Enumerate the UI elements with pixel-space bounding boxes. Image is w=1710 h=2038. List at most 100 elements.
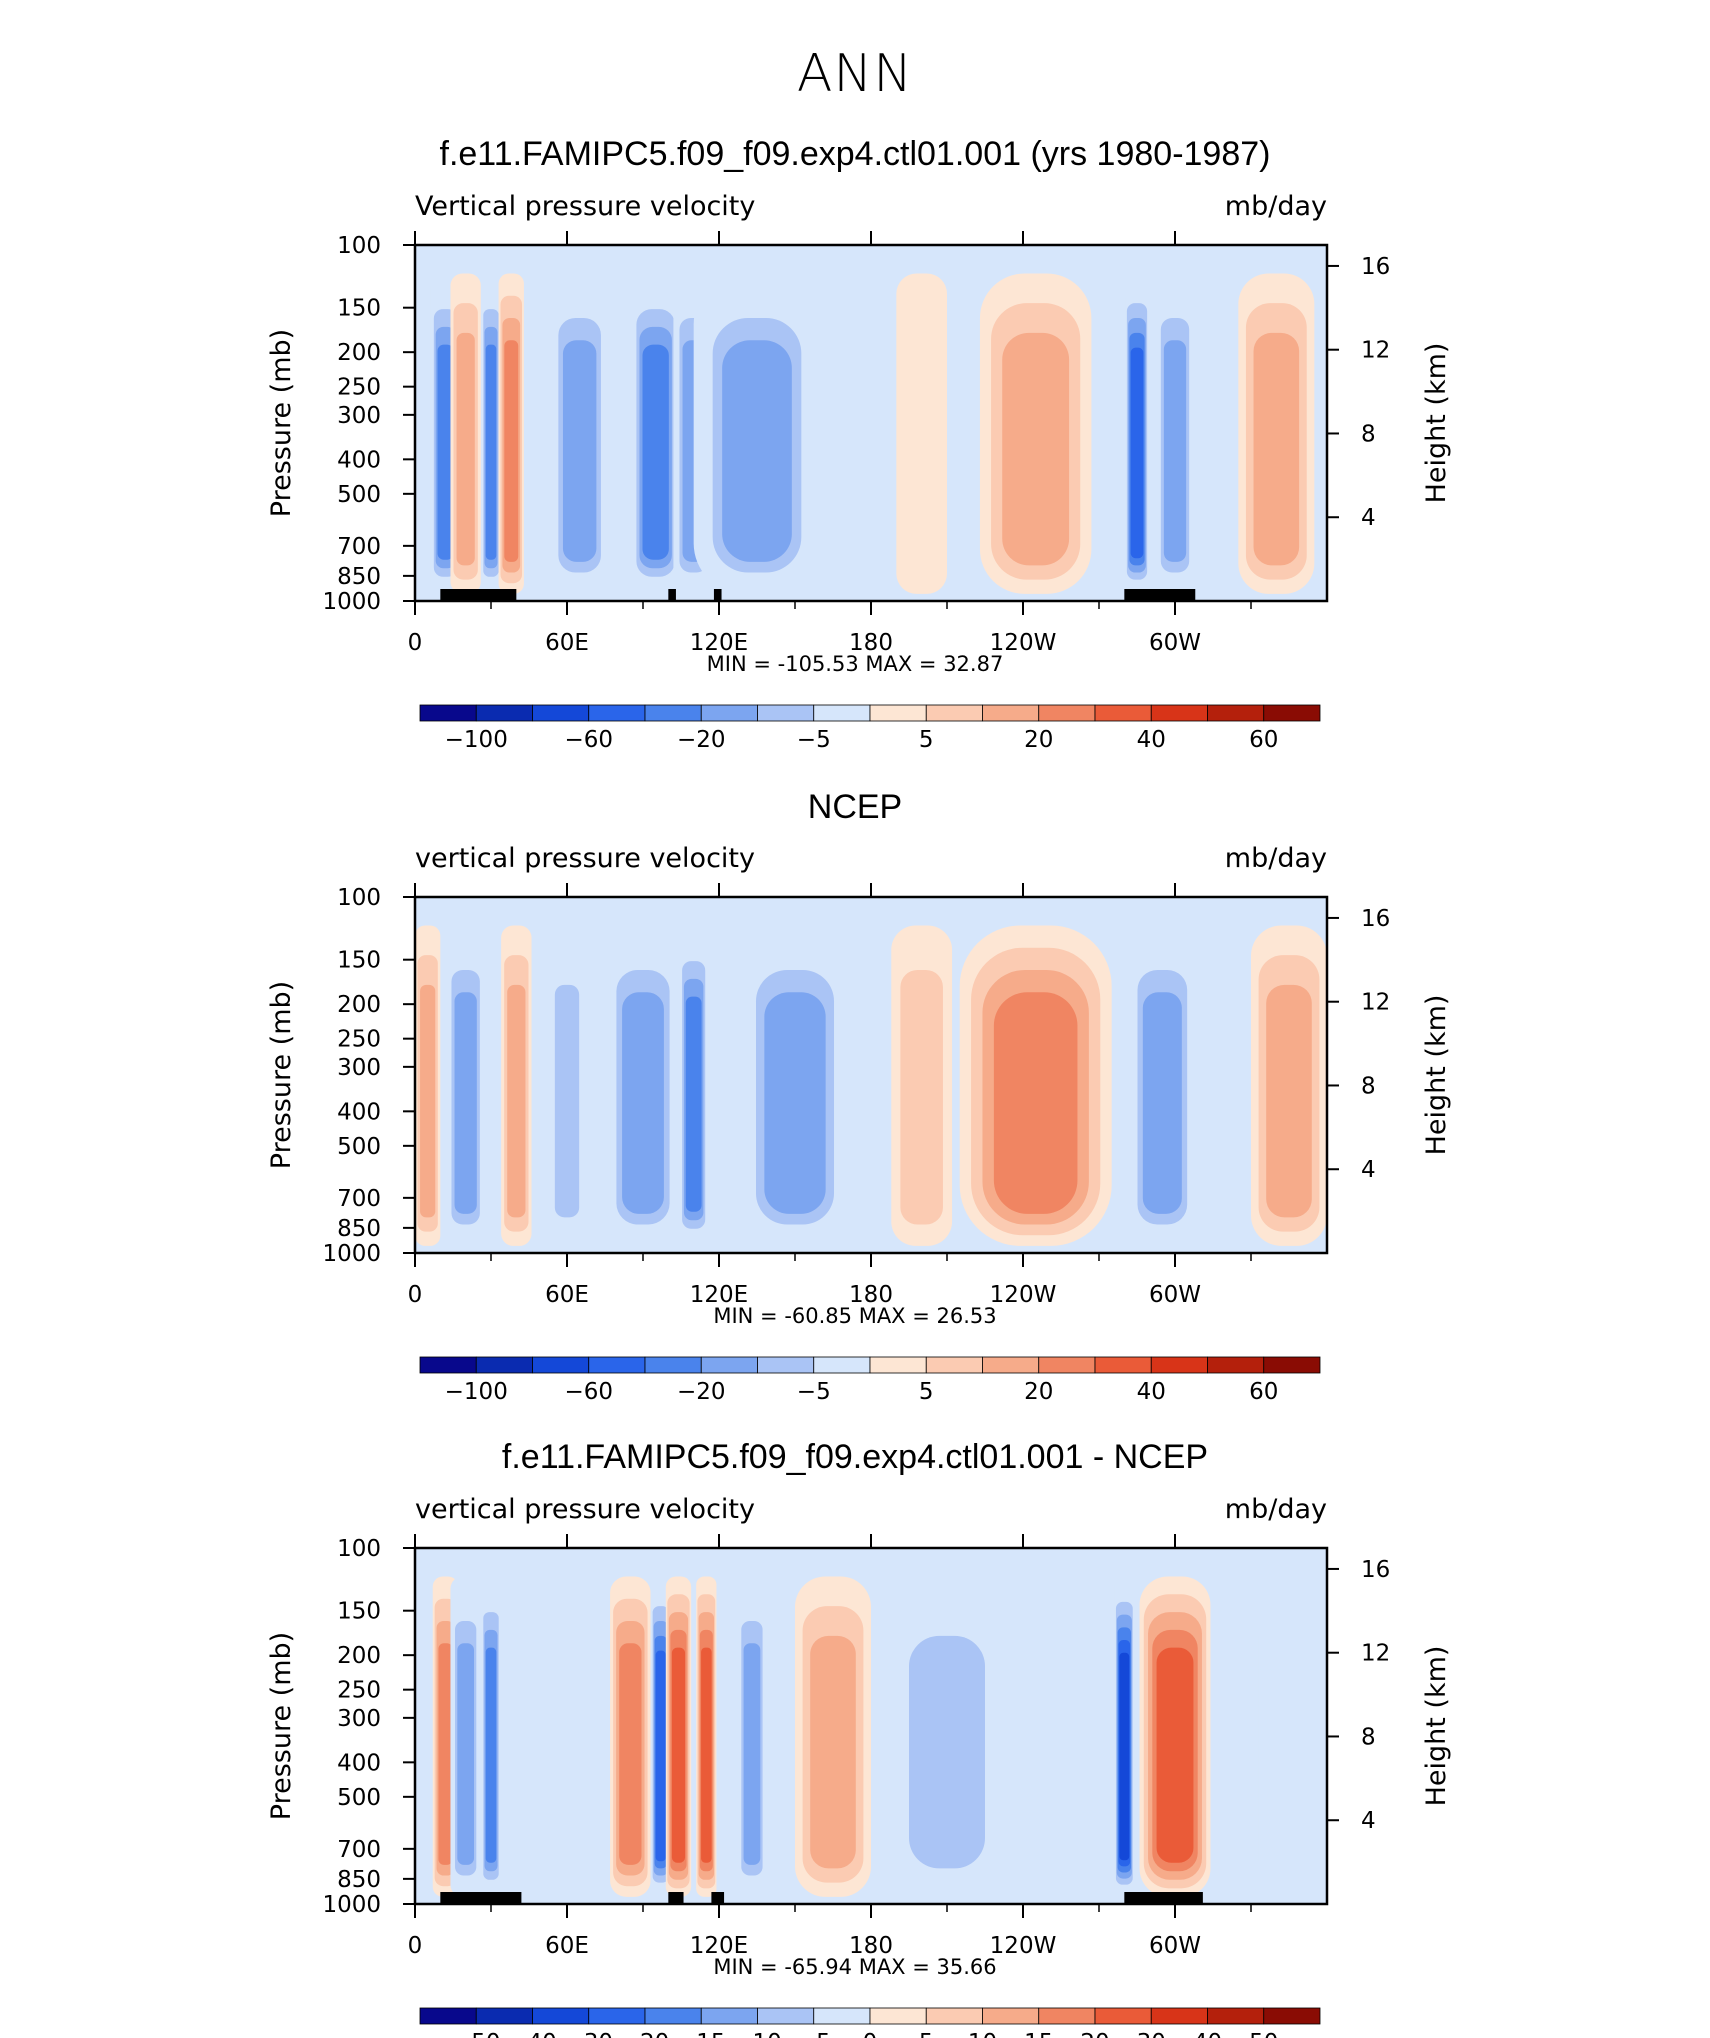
contour-band [993, 992, 1078, 1214]
contour-band [642, 344, 669, 560]
y-tick-label: 150 [337, 1599, 381, 1625]
y-tick-label: 400 [337, 1099, 381, 1125]
colorbar-swatch [1150, 704, 1208, 722]
contour-band [900, 969, 943, 1225]
panel-title: f.e11.FAMIPC5.f09_f09.exp4.ctl01.001 (yr… [440, 135, 1271, 173]
y-tick-label: 200 [337, 340, 381, 366]
contour-band [701, 1647, 712, 1863]
contour-band [1119, 1652, 1130, 1861]
contour-band [896, 273, 947, 594]
colorbar-swatch [1038, 1356, 1096, 1374]
colorbar-swatch [588, 1356, 646, 1374]
y-tick-label: 850 [337, 564, 381, 590]
colorbar-swatch [419, 1356, 477, 1374]
units-label: mb/day [1225, 843, 1327, 874]
colorbar-label: 20 [1024, 727, 1053, 753]
x-tick-label: 180 [849, 1933, 893, 1959]
colorbar-label: 5 [919, 1379, 934, 1405]
y2-tick-label: 16 [1361, 1557, 1390, 1583]
contour-band [1156, 1647, 1194, 1863]
contour-band [743, 1643, 761, 1865]
contour-band [454, 992, 477, 1214]
contour-band [1253, 332, 1300, 566]
colorbar-label: 10 [968, 2030, 997, 2038]
y2-tick-label: 8 [1361, 1073, 1376, 1099]
contour-band [619, 1643, 642, 1865]
contour-band [554, 984, 580, 1218]
contour-band [671, 1647, 686, 1863]
colorbar-swatch [813, 1356, 871, 1374]
topography-mask [668, 589, 676, 601]
colorbar-label: 60 [1249, 1379, 1278, 1405]
y-tick-label: 150 [337, 296, 381, 322]
y-tick-label: 850 [337, 1867, 381, 1893]
colorbar-label: 60 [1249, 727, 1278, 753]
contour-band [1266, 984, 1312, 1218]
x-tick-label: 120E [690, 1933, 748, 1959]
y-tick-label: 850 [337, 1216, 381, 1242]
contour-band [420, 984, 436, 1218]
colorbar-swatch [982, 1356, 1040, 1374]
colorbar-label: −10 [733, 2030, 782, 2038]
colorbar-swatch [1038, 704, 1096, 722]
y2-tick-label: 12 [1361, 990, 1390, 1016]
contour-band [655, 1650, 666, 1862]
y2-tick-label: 8 [1361, 421, 1376, 447]
x-tick-label: 60E [545, 1282, 589, 1308]
y-tick-label: 300 [337, 1706, 381, 1732]
contour-band [504, 340, 519, 562]
y-tick-label: 1000 [322, 1241, 381, 1267]
y-tick-label: 500 [337, 1134, 381, 1160]
y-tick-label: 300 [337, 1055, 381, 1081]
colorbar-swatch [982, 704, 1040, 722]
units-label: mb/day [1225, 191, 1327, 222]
colorbar-swatch [1094, 704, 1152, 722]
colorbar-label: 50 [1249, 2030, 1278, 2038]
contour-band [562, 340, 597, 562]
y-axis-title: Pressure (mb) [266, 1632, 297, 1820]
colorbar-label: 20 [1024, 1379, 1053, 1405]
x-tick-label: 180 [849, 630, 893, 656]
colorbar-swatch [419, 2007, 477, 2025]
colorbar-label: −100 [445, 1379, 508, 1405]
colorbar-swatch [1150, 1356, 1208, 1374]
topography-mask [711, 1892, 725, 1904]
panel-group-1: NCEP vertical pressure velocity mb/day 0 60E… [266, 788, 1452, 1405]
colorbar-label: −40 [508, 2030, 557, 2038]
colorbar-swatch [588, 2007, 646, 2025]
y-tick-label: 200 [337, 1643, 381, 1669]
variable-label: vertical pressure velocity [415, 843, 755, 874]
contour-band [456, 332, 475, 566]
x-tick-label: 60W [1149, 630, 1201, 656]
y-tick-label: 1000 [322, 1892, 381, 1918]
contour-band [622, 992, 664, 1214]
contour-band [1163, 340, 1187, 562]
contour-band [1142, 992, 1182, 1214]
panel-title: NCEP [808, 788, 902, 826]
panel-group-2: f.e11.FAMIPC5.f09_f09.exp4.ctl01.001 - N… [266, 1438, 1452, 2038]
colorbar-swatch [419, 704, 477, 722]
colorbar-swatch [1207, 1356, 1265, 1374]
colorbar-swatch [1263, 2007, 1321, 2025]
colorbar-swatch [700, 1356, 758, 1374]
colorbar-label: −20 [677, 727, 726, 753]
colorbar-label: −15 [677, 2030, 726, 2038]
colorbar-swatch [700, 704, 758, 722]
y-tick-label: 400 [337, 1750, 381, 1776]
contour-band [764, 992, 826, 1214]
x-tick-label: 120E [690, 1282, 748, 1308]
colorbar-swatch [475, 704, 533, 722]
colorbar-swatch [1038, 2007, 1096, 2025]
colorbar-swatch [1207, 704, 1265, 722]
y-tick-label: 700 [337, 534, 381, 560]
colorbar-label: −30 [564, 2030, 613, 2038]
y-tick-label: 300 [337, 403, 381, 429]
colorbar-label: −60 [564, 1379, 613, 1405]
colorbar-swatch [644, 1356, 702, 1374]
colorbar-label: −60 [564, 727, 613, 753]
colorbar-label: 5 [919, 727, 934, 753]
colorbar-swatch [757, 2007, 815, 2025]
colorbar-swatch [813, 704, 871, 722]
panel-group-0: f.e11.FAMIPC5.f09_f09.exp4.ctl01.001 (yr… [266, 135, 1452, 753]
